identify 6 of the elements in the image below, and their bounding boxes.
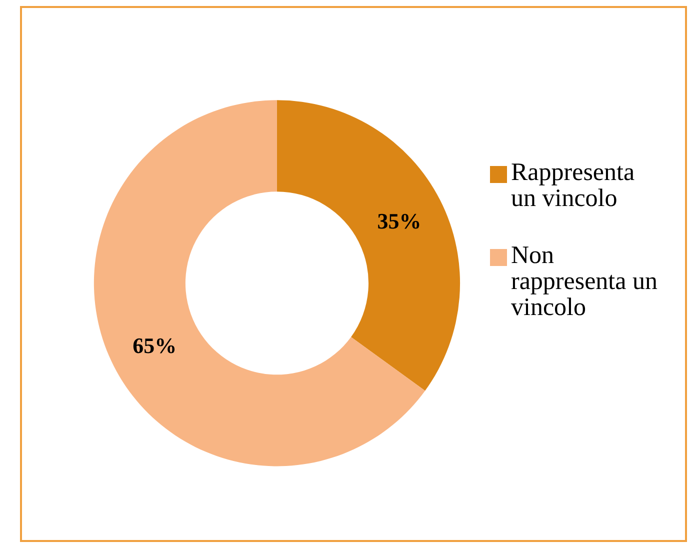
data-label: 65% [132,332,177,358]
data-label: 35% [377,208,422,234]
legend-label: Rappresenta un vincolo [511,159,636,212]
legend-label: Non rappresenta un vincolo [511,242,658,322]
donut-slice [276,100,460,391]
donut-slice [94,100,426,466]
